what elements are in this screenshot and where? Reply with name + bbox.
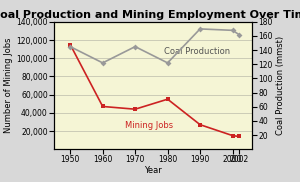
X-axis label: Year: Year (144, 166, 162, 175)
Y-axis label: Coal Production (mmst): Coal Production (mmst) (275, 36, 284, 135)
Text: Coal Production: Coal Production (164, 47, 230, 56)
Title: Coal Production and Mining Employment Over Time: Coal Production and Mining Employment Ov… (0, 10, 300, 20)
Y-axis label: Number of Mining Jobs: Number of Mining Jobs (4, 38, 14, 133)
Text: Mining Jobs: Mining Jobs (125, 121, 173, 130)
